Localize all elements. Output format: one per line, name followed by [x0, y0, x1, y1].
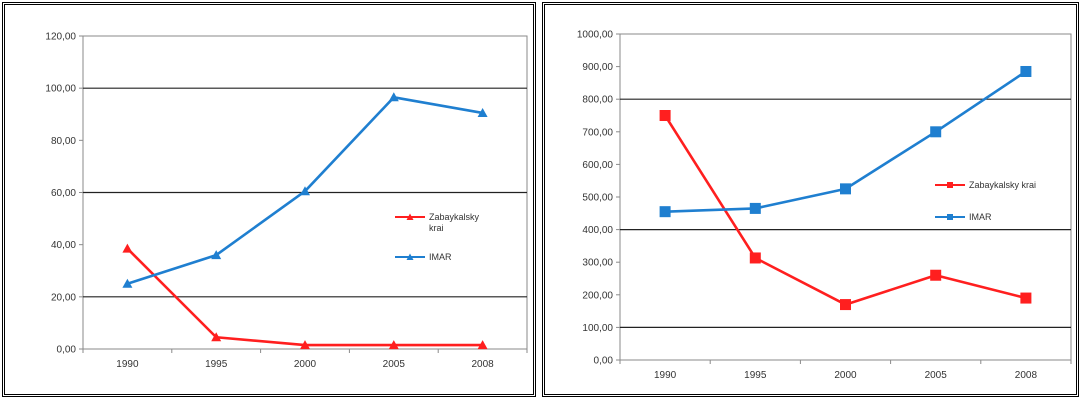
- x-tick-label: 2005: [925, 370, 948, 381]
- data-point: [930, 126, 942, 138]
- data-point: [300, 186, 310, 196]
- data-point: [388, 92, 399, 102]
- data-point: [659, 206, 671, 218]
- data-point: [122, 243, 133, 253]
- data-point: [211, 250, 222, 260]
- x-tick-label: 2005: [383, 359, 406, 370]
- data-point: [659, 110, 671, 121]
- data-point: [749, 202, 761, 214]
- legend-label: IMAR: [969, 212, 992, 222]
- y-tick-label: 600,00: [582, 160, 613, 171]
- y-tick-label: 40,00: [51, 240, 76, 251]
- legend-label: Zabaykalsky: [429, 212, 480, 222]
- data-point: [840, 299, 851, 311]
- data-point: [930, 269, 942, 281]
- data-point: [749, 252, 761, 264]
- y-tick-label: 800,00: [582, 95, 613, 106]
- y-tick-label: 20,00: [51, 292, 76, 303]
- chart-panel-right: 0,00 100,00 200,00 300,00 400,00 500,00 600,00…: [542, 2, 1079, 397]
- legend-label: IMAR: [429, 252, 452, 262]
- data-point: [122, 278, 133, 288]
- y-tick-label: 200,00: [582, 290, 613, 301]
- y-tick-label: 100,00: [582, 323, 613, 334]
- x-tick-label: 2000: [294, 359, 317, 370]
- y-tick-label: 80,00: [51, 136, 76, 147]
- legend-marker: [947, 214, 953, 220]
- x-tick-label: 2008: [1015, 370, 1038, 381]
- data-point: [211, 332, 222, 342]
- data-point: [840, 183, 851, 195]
- legend-label: krai: [429, 223, 444, 233]
- x-tick-label: 2008: [471, 359, 494, 370]
- data-point: [477, 107, 488, 117]
- legend-marker: [947, 182, 953, 188]
- legend-marker: [406, 213, 414, 220]
- data-point: [477, 340, 488, 350]
- y-tick-label: 900,00: [582, 62, 613, 73]
- x-tick-label: 1995: [205, 359, 228, 370]
- y-tick-label: 60,00: [51, 188, 76, 199]
- data-point: [300, 340, 310, 350]
- x-tick-label: 1990: [654, 370, 677, 381]
- y-tick-label: 700,00: [582, 127, 613, 138]
- y-tick-label: 120,00: [45, 32, 76, 43]
- chart-panel-left: 0,00 20,00 40,00 60,00 80,00 100,00 120,00 1990…: [2, 2, 536, 397]
- y-tick-label: 300,00: [582, 258, 613, 269]
- data-point: [1020, 292, 1032, 304]
- data-point: [388, 340, 399, 350]
- x-tick-label: 1995: [744, 370, 767, 381]
- x-tick-label: 1990: [116, 359, 139, 370]
- y-tick-label: 500,00: [582, 193, 613, 204]
- data-point: [1020, 65, 1032, 77]
- legend-marker: [406, 253, 414, 260]
- chart-left: 0,00 20,00 40,00 60,00 80,00 100,00 120,00 1990…: [45, 32, 528, 370]
- chart-right: 0,00 100,00 200,00 300,00 400,00 500,00 600,00…: [577, 30, 1072, 381]
- x-tick-label: 2000: [834, 370, 857, 381]
- y-tick-label: 1000,00: [577, 30, 614, 41]
- y-tick-label: 400,00: [582, 225, 613, 236]
- y-tick-label: 0,00: [57, 345, 77, 356]
- legend-label: Zabaykalsky krai: [969, 180, 1036, 190]
- plot-area: [619, 33, 1072, 361]
- y-tick-label: 100,00: [45, 84, 76, 95]
- y-tick-label: 0,00: [594, 356, 614, 367]
